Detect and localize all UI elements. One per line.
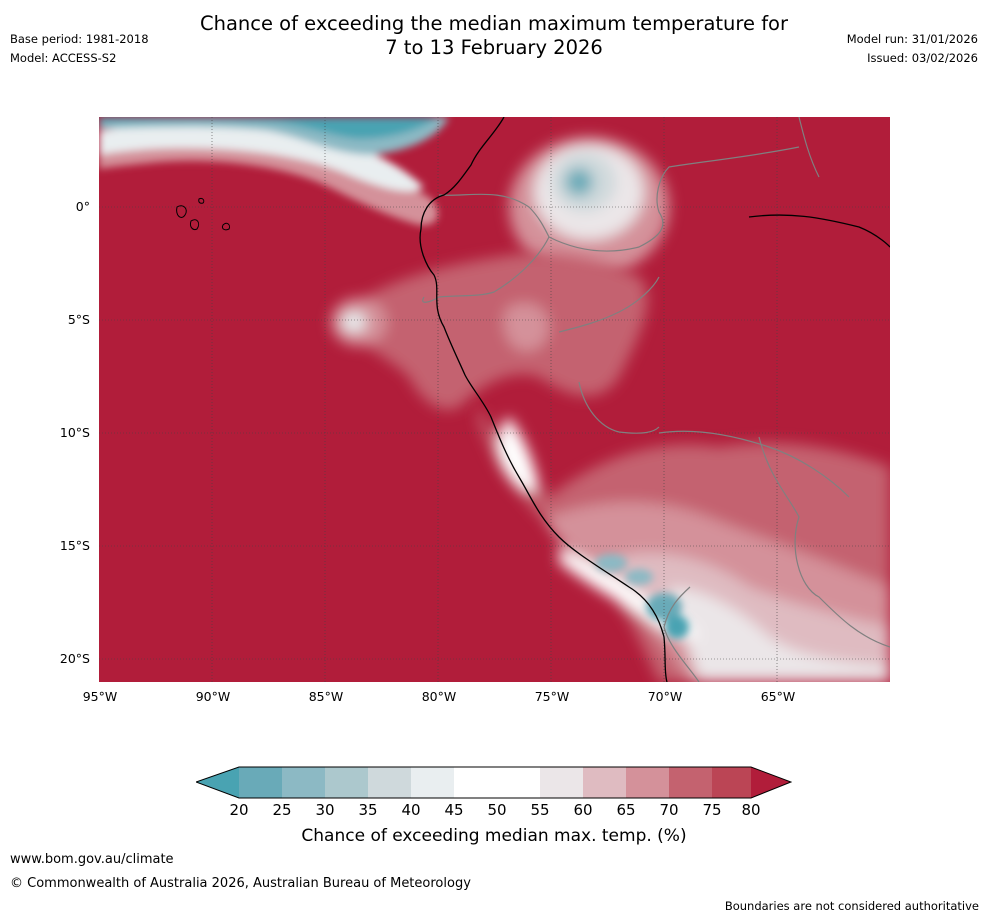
colorbar-swatch xyxy=(626,767,669,798)
disclaimer-text: Boundaries are not considered authoritat… xyxy=(724,899,979,913)
graticule xyxy=(99,117,890,682)
colorbar-swatch xyxy=(583,767,626,798)
colorbar-tick: 70 xyxy=(659,801,679,819)
colorbar-tick: 25 xyxy=(272,801,292,819)
peru-moderate-zone xyxy=(331,253,648,410)
map-svg xyxy=(99,117,890,682)
colorbar-tick: 35 xyxy=(358,801,378,819)
map-area[interactable] xyxy=(99,117,890,682)
lat-label-5s: 5°S xyxy=(67,312,90,327)
meta-right: Model run: 31/01/2026 Issued: 03/02/2026 xyxy=(847,30,978,68)
copyright-text: © Commonwealth of Australia 2026, Austra… xyxy=(10,876,471,891)
coastline xyxy=(419,117,890,682)
issued-date: Issued: 03/02/2026 xyxy=(867,51,978,65)
lon-label-80w: 80°W xyxy=(421,689,457,704)
colorbar-tick: 50 xyxy=(487,801,507,819)
colorbar-swatch xyxy=(712,767,751,798)
colorbar-tick: 40 xyxy=(401,801,421,819)
map-title-line1: Chance of exceeding the median maximum t… xyxy=(199,12,789,35)
colorbar-swatch xyxy=(454,767,497,798)
colorbar-tick: 80 xyxy=(741,801,761,819)
colorbar-swatch xyxy=(325,767,368,798)
colorbar-tick: 30 xyxy=(315,801,335,819)
lat-label-10s: 10°S xyxy=(59,425,90,440)
lon-label-90w: 90°W xyxy=(195,689,231,704)
colorbar-tick: 60 xyxy=(573,801,593,819)
lat-label-20s: 20°S xyxy=(59,651,90,666)
bom-url[interactable]: www.bom.gov.au/climate xyxy=(10,852,174,867)
lon-label-75w: 75°W xyxy=(534,689,570,704)
lon-label-95w: 95°W xyxy=(82,689,118,704)
galapagos-islands xyxy=(176,198,230,231)
colorbar-tick: 75 xyxy=(702,801,722,819)
lat-label-0: 0° xyxy=(75,199,90,214)
colorbar-tick: 55 xyxy=(530,801,550,819)
southern-andes-anomaly xyxy=(477,407,890,682)
meta-left: Base period: 1981-2018 Model: ACCESS-S2 xyxy=(10,30,149,68)
colorbar-swatch xyxy=(368,767,411,798)
colorbar-tick: 45 xyxy=(444,801,464,819)
colorbar-swatch xyxy=(239,767,282,798)
colorbar-swatch xyxy=(669,767,712,798)
lat-label-15s: 15°S xyxy=(59,538,90,553)
country-borders xyxy=(422,117,890,682)
lon-label-70w: 70°W xyxy=(647,689,683,704)
lon-label-85w: 85°W xyxy=(308,689,344,704)
base-period: Base period: 1981-2018 xyxy=(10,32,149,46)
colorbar-swatch xyxy=(411,767,454,798)
map-title-line2: 7 to 13 February 2026 xyxy=(385,36,603,59)
colorbar-tick: 65 xyxy=(616,801,636,819)
colorbar-swatch xyxy=(497,767,540,798)
lon-label-65w: 65°W xyxy=(760,689,796,704)
model-run: Model run: 31/01/2026 xyxy=(846,32,978,46)
north-pacific-anomaly xyxy=(99,117,449,226)
colorbar-swatch-low xyxy=(196,767,239,798)
map-title: Chance of exceeding the median maximum t… xyxy=(0,12,988,60)
colorbar-swatch xyxy=(540,767,583,798)
colorbar-tick: 20 xyxy=(229,801,249,819)
colorbar-title: Chance of exceeding median max. temp. (%… xyxy=(301,826,687,846)
colorbar xyxy=(196,766,792,799)
colorbar-swatch-high xyxy=(751,767,791,798)
colorbar-swatch xyxy=(282,767,325,798)
model-name: Model: ACCESS-S2 xyxy=(10,51,117,65)
andes-blue-patch xyxy=(595,554,689,639)
